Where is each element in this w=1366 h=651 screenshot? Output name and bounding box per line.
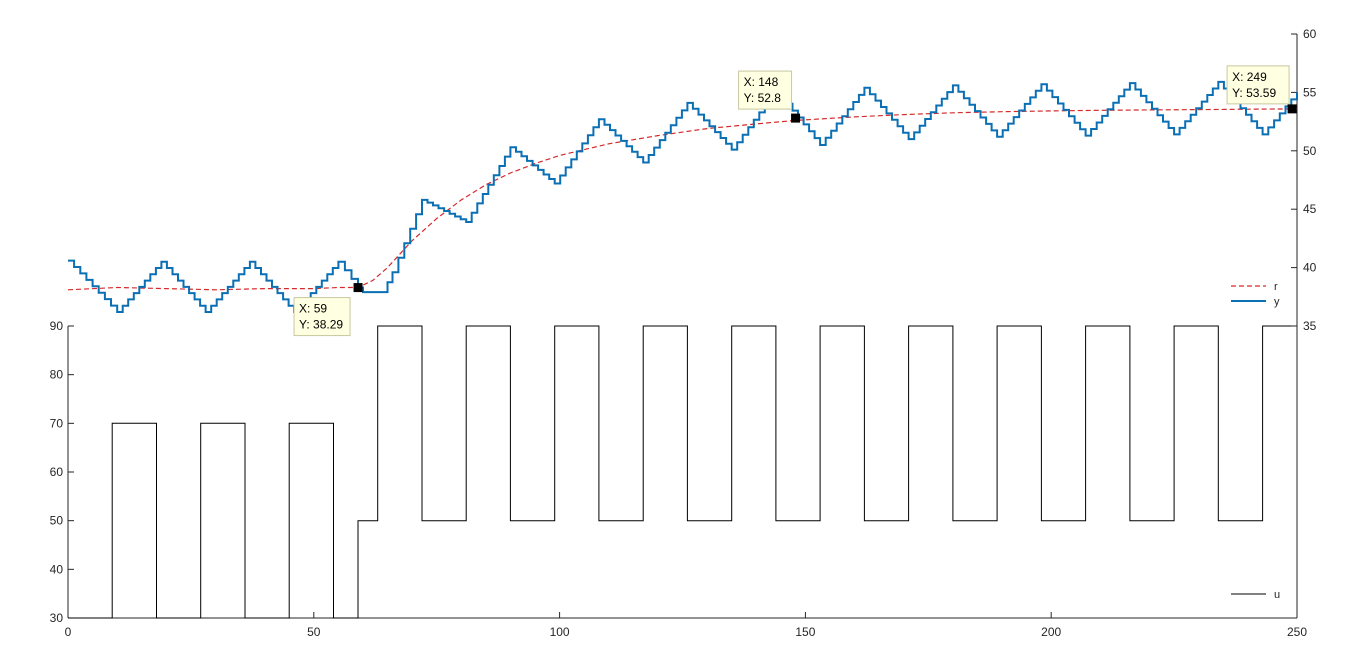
datatip-box — [1226, 65, 1290, 105]
lower-y-tick-label: 50 — [50, 514, 64, 528]
series-r-line — [67, 108, 1298, 291]
x-tick-label: 150 — [795, 625, 815, 639]
upper-y-tick-label: 40 — [1303, 261, 1317, 275]
x-tick-label: 200 — [1041, 625, 1061, 639]
upper-y-tick-label: 45 — [1303, 202, 1317, 216]
lower-y-tick-label: 60 — [50, 465, 64, 479]
datatip-marker — [353, 283, 363, 293]
x-tick-label: 250 — [1287, 625, 1307, 639]
lower-y-tick-label: 90 — [50, 319, 64, 333]
lower-y-tick-label: 70 — [50, 416, 64, 430]
datatip-y-text: Y: 53.59 — [1232, 86, 1276, 100]
datatip-x-text: X: 249 — [1232, 70, 1267, 84]
lower-y-tick-label: 30 — [50, 611, 64, 625]
datatip-box — [293, 297, 351, 337]
datatip-y-text: Y: 38.29 — [299, 318, 343, 332]
datatip-box — [738, 70, 793, 110]
lower-legend: u — [1231, 589, 1280, 601]
upper-legend: ry — [1231, 281, 1280, 308]
legend-u-label: u — [1274, 589, 1280, 601]
series-u-line — [68, 325, 1297, 619]
datatip-marker — [1287, 104, 1297, 114]
lower-axes: 30 40 50 60 70 80 90 0 50 100 150 200 250 — [50, 319, 1308, 639]
x-tick-label: 0 — [65, 625, 72, 639]
legend-r-label: r — [1274, 281, 1278, 293]
datatips: X: 59 Y: 38.29 X: 148 Y: 52.8 X: 249 Y: 53.59 — [293, 65, 1297, 337]
datatip-marker — [791, 113, 801, 123]
datatip-y-text: Y: 52.8 — [744, 91, 782, 105]
x-tick-label: 50 — [307, 625, 321, 639]
upper-y-tick-label: 55 — [1303, 85, 1317, 99]
legend-y-label: y — [1274, 296, 1280, 308]
upper-y-tick-label: 50 — [1303, 144, 1317, 158]
series-y-line — [68, 80, 1298, 313]
datatip-x-text: X: 148 — [744, 75, 779, 89]
upper-axes: 35 40 45 50 55 60 — [67, 27, 1317, 333]
lower-y-tick-label: 80 — [50, 368, 64, 382]
upper-y-tick-label: 60 — [1303, 27, 1317, 41]
lower-y-tick-label: 40 — [50, 562, 64, 576]
upper-y-tick-label: 35 — [1303, 319, 1317, 333]
x-tick-label: 100 — [550, 625, 570, 639]
datatip-x-text: X: 59 — [299, 302, 327, 316]
